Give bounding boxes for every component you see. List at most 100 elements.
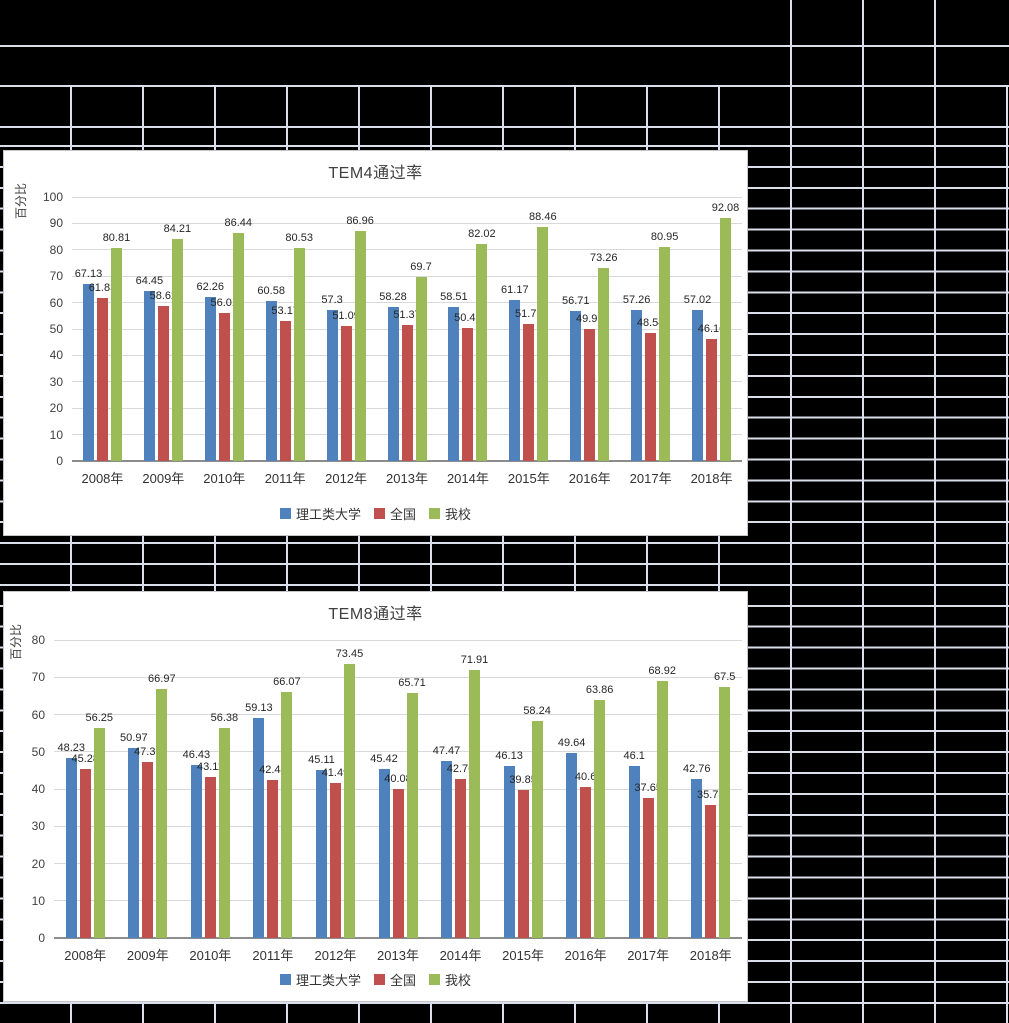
bar — [79, 769, 91, 938]
bar-label: 80.81 — [102, 231, 131, 244]
bar-label: 69.7 — [410, 260, 432, 273]
bar-label: 50.97 — [120, 732, 148, 745]
bar-label: 58.28 — [379, 291, 407, 304]
bar-label: 42.76 — [446, 762, 475, 775]
bar — [566, 753, 578, 938]
bar-label: 86.44 — [224, 216, 253, 229]
legend-swatch — [429, 974, 440, 985]
bar-label: 50.43 — [454, 311, 482, 324]
legend-label: 我校 — [445, 507, 472, 522]
bar — [720, 217, 732, 461]
bar — [415, 276, 427, 461]
bar-label: 59.13 — [245, 701, 273, 714]
bar — [343, 664, 355, 938]
x-tick-label: 2008年 — [64, 948, 107, 963]
bar — [143, 290, 155, 461]
tem8-pass-rate-chart[interactable]: TEM8通过率 百分比 0 10 20 30 40 50 60 70 80 2008年 48.23 45.… — [3, 591, 748, 1002]
bar — [218, 313, 230, 461]
bar — [340, 326, 352, 461]
bar-label: 42.44 — [259, 763, 287, 776]
chart-legend: 理工类大学 全国 我校 — [4, 970, 747, 989]
bar — [218, 727, 230, 938]
y-tick-label: 0 — [38, 931, 45, 945]
y-tick-label: 50 — [31, 744, 45, 759]
y-tick-label: 80 — [31, 633, 45, 647]
column-gridline — [862, 0, 864, 128]
bar — [253, 717, 265, 938]
legend-entry: 我校 — [429, 970, 471, 989]
y-tick-label: 80 — [49, 242, 63, 257]
plot-gridline — [72, 196, 742, 198]
x-tick-label: 2015年 — [507, 471, 550, 486]
legend-swatch — [279, 508, 291, 519]
bar — [265, 301, 277, 461]
row-gridline — [0, 85, 1009, 87]
bar-label: 48.23 — [57, 742, 86, 755]
bar — [267, 779, 279, 938]
bar — [65, 758, 77, 938]
legend-swatch — [279, 974, 291, 985]
bar-label: 56.71 — [561, 295, 590, 308]
bar-label: 46.1 — [623, 750, 645, 763]
tem4-pass-rate-chart[interactable]: TEM4通过率 百分比 0 10 20 30 40 50 60 70 80 90 100 2008年 67.… — [3, 150, 748, 536]
x-tick-label: 2009年 — [142, 471, 185, 486]
spreadsheet-row-cells[interactable] — [0, 128, 1009, 145]
bar-label: 73.45 — [335, 648, 364, 661]
chart-title: TEM8通过率 — [328, 606, 423, 623]
bar-label: 56.25 — [85, 712, 114, 725]
y-tick-label: 60 — [49, 295, 63, 310]
bar — [503, 766, 515, 938]
plot-gridline — [72, 249, 742, 251]
x-tick-label: 2015年 — [502, 948, 545, 963]
y-tick-label: 50 — [49, 322, 63, 336]
legend-swatch — [373, 974, 385, 985]
bar-label: 64.45 — [135, 274, 164, 287]
bar — [326, 309, 338, 461]
bar — [142, 761, 154, 938]
bar-label: 56.38 — [210, 711, 239, 724]
y-tick-label: 20 — [49, 401, 63, 416]
bar-label: 80.53 — [285, 232, 313, 245]
bar-label: 73.26 — [589, 251, 618, 264]
bar — [128, 748, 140, 938]
bar-label: 51.79 — [515, 308, 543, 321]
chart-legend: 理工类大学 全国 我校 — [4, 504, 747, 523]
bar-label: 80.95 — [650, 231, 679, 244]
column-gridline — [934, 0, 936, 128]
bar — [315, 769, 327, 938]
bar — [580, 786, 592, 938]
bar-label: 67.5 — [714, 670, 736, 683]
legend-entry: 我校 — [429, 504, 471, 523]
bar — [531, 721, 543, 938]
bar-label: 58.62 — [149, 290, 178, 303]
bar — [642, 797, 654, 938]
legend-label: 我校 — [445, 973, 472, 988]
bar — [157, 306, 169, 461]
legend-swatch — [429, 508, 440, 519]
y-tick-label: 30 — [31, 819, 45, 834]
bar — [537, 227, 549, 461]
bar-label: 48.54 — [636, 316, 665, 329]
bar-label: 43.11 — [197, 761, 224, 774]
bar-label: 51.37 — [393, 309, 421, 322]
bar — [598, 267, 610, 461]
bar-label: 86.96 — [346, 215, 374, 228]
bar-label: 46.16 — [697, 323, 726, 336]
x-tick-label: 2012年 — [314, 948, 357, 963]
bar — [631, 309, 643, 461]
bar — [232, 232, 244, 461]
plot-gridline — [54, 751, 742, 753]
plot-gridline — [54, 676, 742, 678]
legend-label: 全国 — [389, 507, 416, 522]
bar-label: 68.92 — [648, 665, 676, 678]
bar-label: 35.78 — [696, 788, 725, 801]
spreadsheet-row-cells[interactable] — [0, 87, 1009, 126]
legend-entry: 理工类大学 — [279, 970, 361, 989]
chart-title: TEM4通过率 — [328, 165, 423, 182]
bar — [659, 247, 671, 461]
y-tick-label: 70 — [31, 670, 45, 685]
bar — [594, 700, 606, 938]
x-tick-label: 2018年 — [690, 471, 733, 486]
bar-label: 40.08 — [384, 772, 412, 785]
